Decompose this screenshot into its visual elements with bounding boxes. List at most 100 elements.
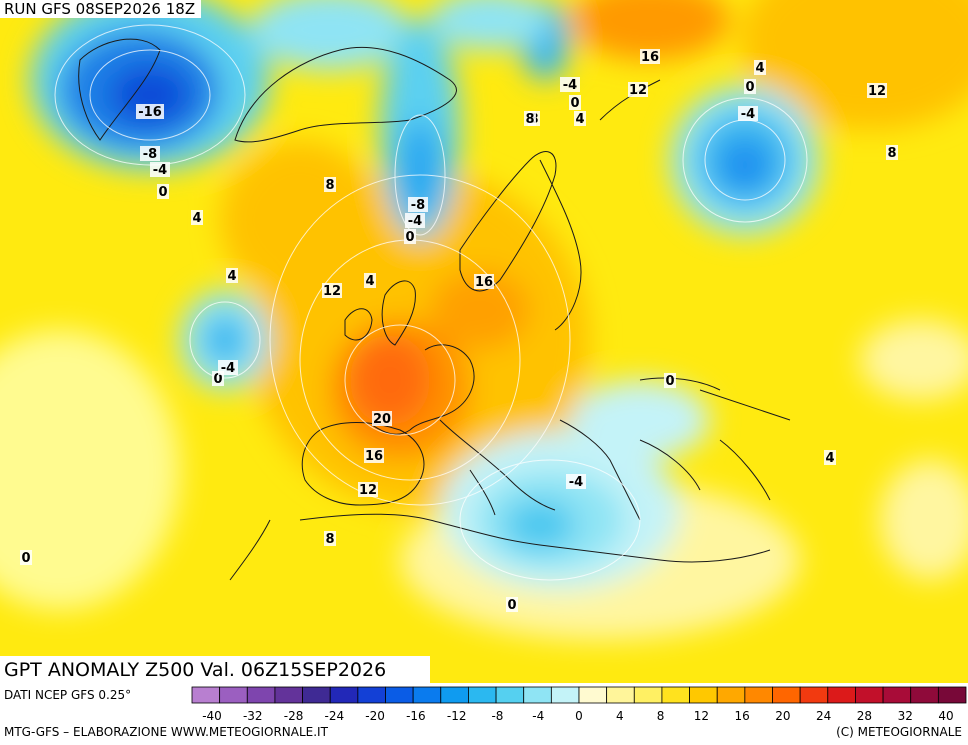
scale-tick-label: -28 (284, 709, 304, 723)
contour-label: 4 (824, 450, 836, 466)
contour-label-text: 12 (629, 83, 647, 98)
contour-label-text: 20 (373, 412, 391, 427)
contour-label: 20 (372, 411, 392, 427)
color-swatch (633, 686, 663, 704)
contour-label: -8 (408, 197, 428, 213)
scale-tick-label: -24 (325, 709, 345, 723)
contour-label-text: 16 (641, 50, 659, 65)
contour-label-text: 4 (192, 211, 201, 226)
color-swatch (882, 686, 912, 704)
contour-label-text: 0 (745, 80, 754, 95)
contour-label: -4 (218, 360, 238, 376)
scale-tick-label: 32 (898, 709, 913, 723)
color-swatch (772, 686, 801, 704)
color-swatch (302, 686, 331, 704)
contour-label-text: 16 (475, 275, 493, 290)
contour-label-text: -4 (741, 107, 755, 122)
scale-tick-label: 40 (938, 709, 953, 723)
color-scale: -40 -32 -28 -24 -20 -16 -12 -8 -4 0 4 8 12 16 20 24 28 32… (191, 686, 967, 723)
data-source: DATI NCEP GFS 0.25° (4, 688, 132, 702)
contour-label-text: -4 (153, 163, 167, 178)
run-title: RUN GFS 08SEP2026 18Z (0, 0, 202, 18)
contour-label: 16 (364, 448, 384, 464)
contour-label: -4 (405, 213, 425, 229)
contour-label-text: -4 (408, 214, 422, 229)
contour-label: 0 (157, 184, 169, 200)
color-swatch (495, 686, 525, 704)
scale-tick-label: -12 (447, 709, 467, 723)
contour-label: -4 (566, 474, 586, 490)
contour-label: 12 (628, 82, 648, 98)
contour-label-text: 0 (507, 598, 516, 613)
contour-label-text: -4 (221, 361, 235, 376)
contour-label-text: 12 (323, 284, 341, 299)
scale-tick-label: 4 (616, 709, 624, 723)
contour-label-text: -4 (563, 78, 577, 93)
color-swatch (744, 686, 773, 704)
color-swatch (357, 686, 386, 704)
contour-label: 4 (754, 60, 766, 76)
scale-tick-label: 16 (734, 709, 749, 723)
contour-label: 0 (569, 95, 581, 111)
color-swatch (412, 686, 442, 704)
scale-tick-label: -20 (365, 709, 385, 723)
contour-label-text: -8 (143, 147, 157, 162)
color-swatch (827, 686, 856, 704)
contour-label: -4 (150, 162, 170, 178)
scale-tick-label: 8 (657, 709, 665, 723)
contour-label: -16 (136, 104, 164, 120)
contour-label: 8 (324, 177, 336, 193)
color-swatch (191, 686, 221, 704)
contour-label-text: 4 (825, 451, 834, 466)
contour-label: 0 (506, 597, 518, 613)
contour-label-text: 0 (213, 372, 222, 387)
map-title: GPT ANOMALY Z500 Val. 06Z15SEP2026 (0, 656, 430, 684)
color-swatch (910, 686, 939, 704)
contour-label-text: 4 (575, 112, 584, 127)
contour-label: 4 (574, 111, 586, 127)
scale-tick-label: -4 (532, 709, 544, 723)
color-swatch (937, 686, 967, 704)
scale-tick-label: 24 (816, 709, 831, 723)
color-swatch (329, 686, 359, 704)
color-swatch (468, 686, 497, 704)
contour-label: -4 (560, 77, 580, 93)
footer: DATI NCEP GFS 0.25° -40 -32 -28 -24 -20 -16 -1… (0, 683, 968, 745)
contour-label: -4 (738, 106, 758, 122)
contour-label-text: 8 (525, 112, 534, 127)
scale-tick-label: 20 (775, 709, 790, 723)
color-swatch (661, 686, 690, 704)
color-swatch (855, 686, 884, 704)
contour-label-text: 0 (21, 551, 30, 566)
scale-tick-label: 12 (694, 709, 709, 723)
contour-label-text: 4 (227, 269, 236, 284)
contour-label-text: 16 (365, 449, 383, 464)
contour-label: 0 (664, 373, 676, 389)
contour-label: 0 (744, 79, 756, 95)
anomaly-map: -16-8-4048-8-4088-404161240-41284121640-… (0, 0, 968, 683)
scale-tick-label: -32 (243, 709, 263, 723)
contour-label-text: 8 (325, 532, 334, 547)
contour-label-text: 4 (755, 61, 764, 76)
scale-tick-label: -8 (491, 709, 503, 723)
contour-label-text: 12 (359, 483, 377, 498)
credit-left: MTG-GFS – ELABORAZIONE WWW.METEOGIORNALE… (4, 725, 328, 739)
credit-right: (C) METEOGIORNALE (836, 725, 962, 739)
contour-label: 8 (324, 531, 336, 547)
contour-label: 8 (524, 111, 536, 127)
contour-label-text: -8 (411, 198, 425, 213)
scale-tick-label: 28 (857, 709, 872, 723)
color-swatch (550, 686, 580, 704)
contour-label: 8 (886, 145, 898, 161)
contour-label: 16 (474, 274, 494, 290)
contour-label: 16 (640, 49, 660, 65)
contour-label: -8 (140, 146, 160, 162)
contour-label: 12 (867, 83, 887, 99)
contour-label: 12 (358, 482, 378, 498)
color-swatch (606, 686, 635, 704)
color-swatch (274, 686, 303, 704)
scale-tick-label: -16 (406, 709, 426, 723)
contour-label-text: 4 (365, 274, 374, 289)
contour-label-text: -4 (569, 475, 583, 490)
color-swatch (799, 686, 829, 704)
